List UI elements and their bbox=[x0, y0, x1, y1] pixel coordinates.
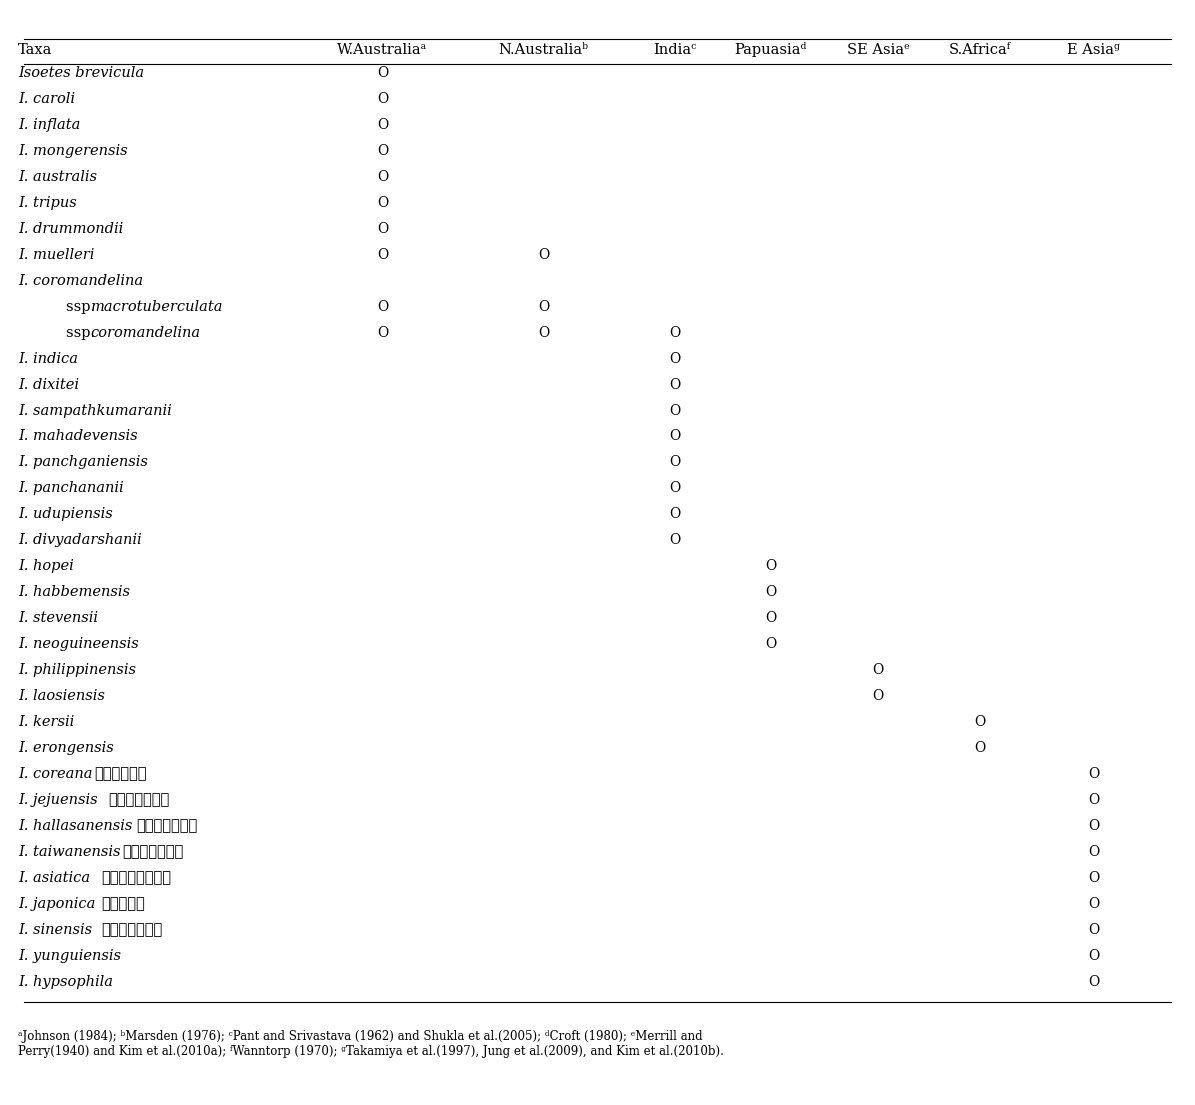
Text: O: O bbox=[765, 559, 777, 573]
Text: Taxa: Taxa bbox=[18, 43, 53, 56]
Text: I. udupiensis: I. udupiensis bbox=[18, 507, 112, 522]
Text: O: O bbox=[376, 144, 388, 158]
Text: I. caroli: I. caroli bbox=[18, 92, 75, 106]
Text: I. sinensis: I. sinensis bbox=[18, 923, 97, 937]
Text: O: O bbox=[1087, 897, 1099, 911]
Text: O: O bbox=[669, 455, 681, 470]
Text: （한라물부추）: （한라물부추） bbox=[136, 819, 197, 833]
Text: O: O bbox=[376, 66, 388, 80]
Text: E Asiaᵍ: E Asiaᵍ bbox=[1067, 43, 1120, 56]
Text: O: O bbox=[538, 299, 550, 314]
Text: O: O bbox=[765, 638, 777, 651]
Text: I. drummondii: I. drummondii bbox=[18, 222, 123, 235]
Text: O: O bbox=[1087, 767, 1099, 781]
Text: O: O bbox=[765, 586, 777, 599]
Text: （중국물부추）: （중국물부추） bbox=[102, 923, 163, 937]
Text: I. philippinensis: I. philippinensis bbox=[18, 663, 136, 677]
Text: W.Australiaᵃ: W.Australiaᵃ bbox=[337, 43, 428, 56]
Text: O: O bbox=[872, 690, 884, 703]
Text: O: O bbox=[538, 326, 550, 339]
Text: SE Asiaᵉ: SE Asiaᵉ bbox=[847, 43, 909, 56]
Text: I. japonica: I. japonica bbox=[18, 897, 100, 911]
Text: Papuasiaᵈ: Papuasiaᵈ bbox=[735, 42, 807, 57]
Text: I. dixitei: I. dixitei bbox=[18, 378, 79, 391]
Text: O: O bbox=[376, 196, 388, 210]
Text: O: O bbox=[669, 430, 681, 443]
Text: I. taiwanensis: I. taiwanensis bbox=[18, 845, 125, 859]
Text: ssp.: ssp. bbox=[66, 299, 99, 314]
Text: O: O bbox=[872, 663, 884, 677]
Text: O: O bbox=[1087, 871, 1099, 885]
Text: I. hallasanensis: I. hallasanensis bbox=[18, 819, 137, 833]
Text: ssp.: ssp. bbox=[66, 326, 99, 339]
Text: I. tripus: I. tripus bbox=[18, 196, 76, 210]
Text: O: O bbox=[1087, 845, 1099, 859]
Text: O: O bbox=[1087, 949, 1099, 962]
Text: I. stevensii: I. stevensii bbox=[18, 611, 98, 625]
Text: O: O bbox=[376, 299, 388, 314]
Text: macrotuberculata: macrotuberculata bbox=[91, 299, 223, 314]
Text: O: O bbox=[974, 741, 986, 755]
Text: I. muelleri: I. muelleri bbox=[18, 248, 94, 262]
Text: I. hypsophila: I. hypsophila bbox=[18, 975, 112, 989]
Text: （제주물부추）: （제주물부추） bbox=[108, 792, 170, 808]
Text: O: O bbox=[376, 248, 388, 262]
Text: I. australis: I. australis bbox=[18, 170, 97, 183]
Text: I. yunguiensis: I. yunguiensis bbox=[18, 949, 121, 962]
Text: I. neoguineensis: I. neoguineensis bbox=[18, 638, 139, 651]
Text: I. erongensis: I. erongensis bbox=[18, 741, 114, 755]
Text: O: O bbox=[1087, 923, 1099, 937]
Text: I. coreana: I. coreana bbox=[18, 767, 97, 781]
Text: I. habbemensis: I. habbemensis bbox=[18, 586, 130, 599]
Text: O: O bbox=[376, 222, 388, 235]
Text: O: O bbox=[669, 482, 681, 495]
Text: O: O bbox=[669, 378, 681, 391]
Text: I. indica: I. indica bbox=[18, 351, 78, 366]
Text: I. panchganiensis: I. panchganiensis bbox=[18, 455, 148, 470]
Text: （아시아물부추）: （아시아물부추） bbox=[102, 871, 171, 885]
Text: I. panchananii: I. panchananii bbox=[18, 482, 123, 495]
Text: Isoetes brevicula: Isoetes brevicula bbox=[18, 66, 145, 80]
Text: O: O bbox=[669, 403, 681, 418]
Text: （대만물부추）: （대만물부추） bbox=[122, 844, 183, 860]
Text: I. kersii: I. kersii bbox=[18, 715, 74, 729]
Text: O: O bbox=[669, 507, 681, 522]
Text: I. laosiensis: I. laosiensis bbox=[18, 690, 105, 703]
Text: I. hopei: I. hopei bbox=[18, 559, 74, 573]
Text: ᵃJohnson (1984); ᵇMarsden (1976); ᶜPant and Srivastava (1962) and Shukla et al.(: ᵃJohnson (1984); ᵇMarsden (1976); ᶜPant … bbox=[18, 1030, 724, 1057]
Text: S.Africaᶠ: S.Africaᶠ bbox=[949, 43, 1011, 56]
Text: O: O bbox=[1087, 819, 1099, 833]
Text: O: O bbox=[376, 326, 388, 339]
Text: I. mongerensis: I. mongerensis bbox=[18, 144, 128, 158]
Text: O: O bbox=[1087, 975, 1099, 989]
Text: I. mahadevensis: I. mahadevensis bbox=[18, 430, 137, 443]
Text: I. sampathkumaranii: I. sampathkumaranii bbox=[18, 403, 172, 418]
Text: （참물부추）: （참물부추） bbox=[94, 767, 147, 781]
Text: O: O bbox=[376, 170, 388, 183]
Text: I. coromandelina: I. coromandelina bbox=[18, 274, 143, 287]
Text: O: O bbox=[538, 248, 550, 262]
Text: Indiaᶜ: Indiaᶜ bbox=[654, 43, 697, 56]
Text: （물부추）: （물부추） bbox=[102, 896, 145, 912]
Text: coromandelina: coromandelina bbox=[91, 326, 201, 339]
Text: O: O bbox=[669, 534, 681, 547]
Text: O: O bbox=[669, 326, 681, 339]
Text: O: O bbox=[376, 118, 388, 131]
Text: I. inflata: I. inflata bbox=[18, 118, 80, 131]
Text: O: O bbox=[765, 611, 777, 625]
Text: I. jejuensis: I. jejuensis bbox=[18, 793, 103, 807]
Text: O: O bbox=[376, 92, 388, 106]
Text: O: O bbox=[669, 351, 681, 366]
Text: I. asiatica: I. asiatica bbox=[18, 871, 94, 885]
Text: O: O bbox=[974, 715, 986, 729]
Text: N.Australiaᵇ: N.Australiaᵇ bbox=[498, 43, 589, 56]
Text: O: O bbox=[1087, 793, 1099, 807]
Text: I. divyadarshanii: I. divyadarshanii bbox=[18, 534, 141, 547]
